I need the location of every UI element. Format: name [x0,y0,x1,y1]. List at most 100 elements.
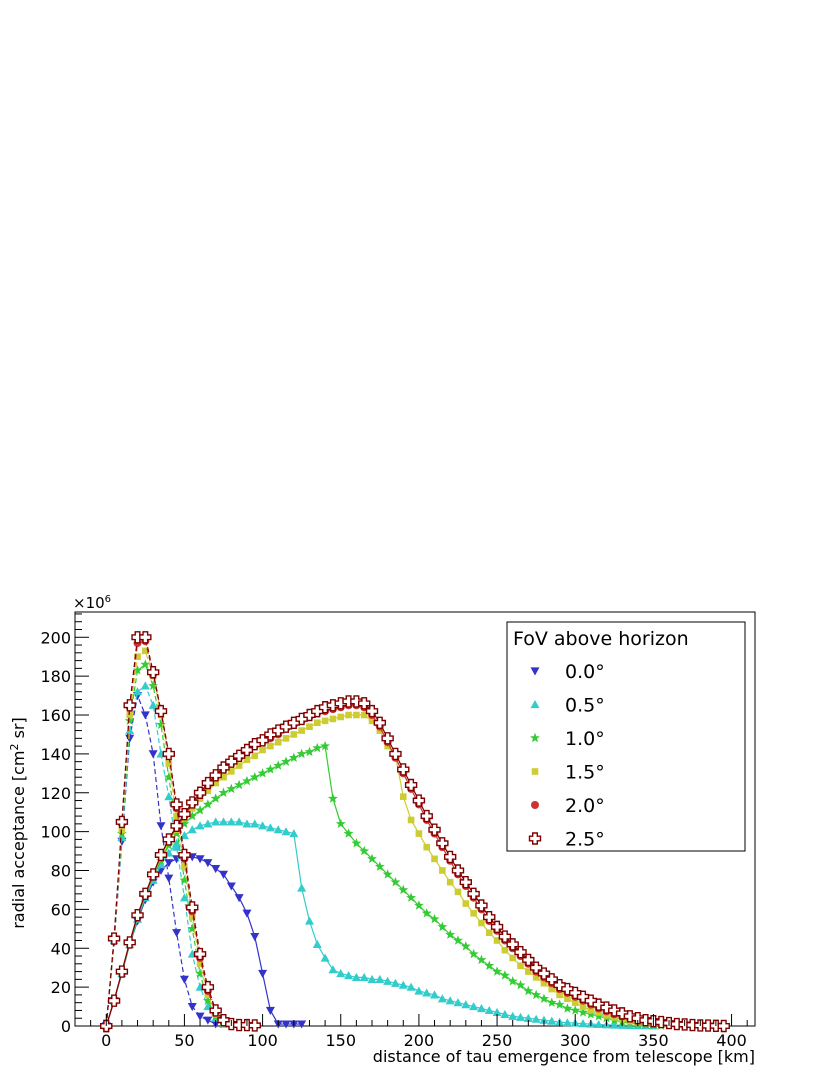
dashed-point-2-6 [148,680,159,691]
y-tick-label-9: 180 [40,667,71,686]
solid-point-5-50 [490,920,504,934]
plot-frame [74,611,756,1027]
solid-point-2-44 [445,929,456,939]
solid-point-1-18 [242,819,252,828]
solid-point-3-42 [431,855,438,863]
solid-point-0-23 [281,1020,291,1029]
legend-box [506,621,746,852]
solid-point-1-65 [609,1020,619,1029]
solid-point-2-29 [327,793,338,803]
solid-point-1-26 [304,916,314,925]
x-tick-label-2: 100 [247,1031,278,1050]
dashed-point-5-5 [139,631,152,644]
solid-point-2-31 [343,828,354,838]
solid-point-3-28 [321,717,329,725]
solid-point-3-48 [478,919,485,927]
dashed-point-5-12 [193,947,207,961]
dashed-point-0-6 [148,750,158,759]
solid-point-3-26 [306,723,313,730]
solid-point-1-45 [453,998,463,1007]
solid-point-5-40 [412,794,426,807]
solid-point-0-17 [234,894,244,903]
solid-point-1-49 [484,1005,494,1015]
solid-point-1-63 [594,1019,604,1029]
solid-point-1-56 [539,1015,549,1024]
solid-point-2-48 [476,954,487,965]
legend-label-1: 0.5° [565,695,605,717]
solid-point-1-43 [437,994,447,1003]
solid-point-1-27 [312,939,322,948]
solid-point-5-12 [193,786,207,799]
dashed-point-0-13 [203,1016,213,1025]
solid-point-1-23 [281,827,291,836]
solid-point-1-52 [508,1011,518,1020]
solid-point-3-16 [228,768,235,775]
solid-point-3-41 [423,843,431,851]
legend-marker-0 [530,667,540,676]
solid-point-3-21 [267,742,274,750]
dashed-point-5-6 [146,666,160,679]
x-tick-label-8: 400 [716,1031,747,1050]
solid-point-3-17 [235,762,243,769]
legend-label-0: 0.0° [565,661,605,683]
solid-point-2-23 [281,756,291,766]
dashed-point-5-3 [123,699,136,712]
legend-marker-4 [531,801,539,809]
y-multiplier: ×106 [73,594,111,612]
solid-point-1-46 [461,1000,471,1009]
solid-point-2-32 [351,838,362,848]
solid-point-1-47 [469,1002,479,1011]
solid-point-2-15 [218,787,229,797]
solid-point-2-63 [593,1011,604,1021]
solid-point-5-68 [631,1012,644,1025]
solid-point-5-69 [639,1013,652,1027]
solid-point-5-32 [350,695,363,708]
solid-point-1-35 [375,974,385,983]
solid-point-2-45 [453,935,463,945]
solid-point-3-58 [556,991,563,999]
solid-point-2-61 [578,1007,588,1017]
solid-point-5-67 [623,1010,637,1023]
solid-point-5-18 [240,743,254,757]
solid-point-5-46 [459,875,472,889]
solid-point-3-29 [329,715,337,723]
solid-point-5-34 [365,704,379,718]
solid-point-5-10 [178,807,191,821]
solid-point-1-24 [289,829,299,838]
legend-marker-2 [530,732,540,743]
solid-point-2-49 [484,960,495,970]
solid-point-2-51 [499,970,510,980]
dashed-point-3-8 [165,760,173,767]
solid-point-1-20 [258,821,268,830]
solid-point-2-30 [335,818,346,829]
solid-point-2-26 [304,746,315,757]
dashed-point-3-10 [181,863,188,870]
solid-point-5-20 [256,734,269,747]
dashed-point-0-9 [172,929,182,938]
solid-point-5-7 [154,848,168,862]
dashed-point-1-6 [148,700,158,709]
solid-point-1-17 [234,817,244,826]
solid-point-1-31 [344,970,354,980]
dashed-point-2-5 [140,659,151,669]
solid-point-3-14 [212,779,219,787]
solid-point-3-18 [243,756,251,764]
solid-point-3-19 [251,752,259,760]
solid-point-5-5 [139,887,152,901]
solid-point-2-34 [367,853,377,864]
solid-point-2-14 [210,793,221,803]
solid-point-1-28 [320,953,330,962]
dashed-point-5-10 [178,848,191,862]
solid-point-1-59 [562,1018,572,1027]
x-tick-label-3: 150 [325,1031,356,1050]
solid-point-1-29 [328,965,338,974]
solid-point-1-12 [195,821,205,830]
solid-point-3-61 [579,1003,587,1010]
solid-point-1-57 [547,1016,557,1025]
dashed-point-1-2 [117,832,127,842]
solid-point-1-61 [578,1019,588,1028]
dashed-point-2-13 [202,995,213,1005]
solid-point-3-50 [493,937,501,944]
solid-point-2-38 [398,884,409,895]
solid-point-3-33 [360,711,368,719]
